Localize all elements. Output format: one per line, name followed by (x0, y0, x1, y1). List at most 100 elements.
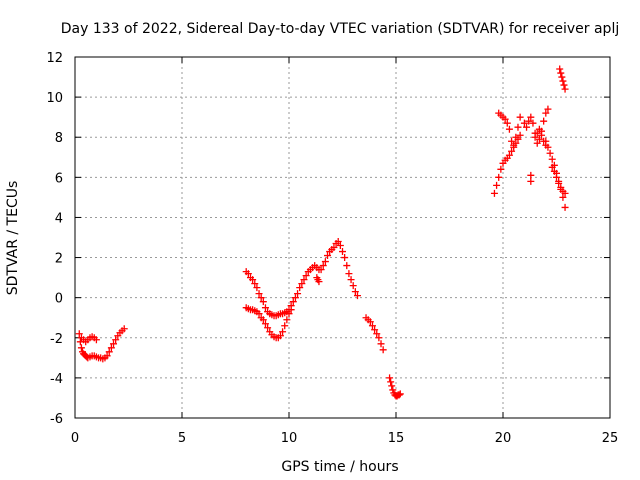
data-point (527, 171, 535, 179)
data-point (544, 105, 552, 113)
data-point (336, 242, 344, 250)
data-point (388, 382, 396, 390)
x-tick-label: 15 (388, 431, 405, 446)
data-point (535, 125, 543, 133)
x-tick-label: 25 (602, 431, 619, 446)
data-point (319, 262, 327, 270)
data-point (283, 316, 291, 324)
data-point (533, 129, 541, 137)
data-point (501, 115, 509, 123)
chart-title: Day 133 of 2022, Sidereal Day-to-day VTE… (61, 21, 619, 37)
data-point (287, 306, 295, 314)
data-point (339, 248, 346, 256)
data-point (505, 125, 513, 133)
data-point (377, 340, 385, 348)
data-point (508, 137, 516, 145)
data-point (294, 290, 302, 298)
data-point (544, 143, 552, 151)
data-point (296, 284, 304, 292)
data-point (503, 119, 511, 127)
data-point (259, 316, 267, 324)
data-point (120, 325, 128, 333)
data-point (249, 276, 257, 284)
axis-ticks (74, 56, 611, 419)
data-point (255, 290, 263, 298)
data-point (508, 147, 516, 155)
data-point (110, 340, 118, 348)
y-tick-label: 12 (46, 51, 63, 66)
y-tick-label: -4 (50, 372, 63, 387)
y-tick-labels: -6 -4 -2 0 2 4 6 8 10 12 (46, 51, 63, 427)
data-point (77, 344, 85, 352)
data-point (375, 334, 383, 342)
y-tick-label: 4 (55, 211, 63, 226)
data-point (279, 328, 287, 336)
data-point (386, 374, 394, 382)
data-point (559, 77, 567, 85)
data-point (261, 320, 269, 328)
data-point (557, 183, 565, 191)
data-point (490, 189, 498, 197)
data-point (505, 151, 513, 159)
data-point (387, 378, 395, 386)
data-point (510, 141, 518, 149)
data-point (389, 386, 397, 394)
data-point (92, 336, 100, 344)
data-point (527, 113, 535, 121)
data-point (529, 119, 537, 127)
data-point (255, 310, 263, 318)
data-point (281, 322, 289, 330)
data-point (315, 278, 323, 286)
data-point (559, 193, 567, 201)
data-point (525, 117, 533, 125)
y-tick-label: -2 (50, 332, 63, 347)
data-point (103, 352, 111, 360)
y-tick-label: 8 (55, 131, 63, 146)
data-point (285, 310, 293, 318)
data-point (523, 123, 531, 131)
data-point (553, 173, 560, 181)
y-axis-title: SDTVAR / TECUs (5, 181, 21, 296)
data-point (371, 326, 379, 334)
data-point (516, 131, 524, 139)
data-point (493, 181, 501, 189)
data-point (366, 318, 374, 326)
data-point (495, 173, 503, 181)
data-point (261, 304, 269, 312)
data-point (561, 189, 569, 197)
data-point (550, 167, 558, 175)
data-point (561, 203, 569, 211)
data-point (317, 266, 325, 274)
data-point (514, 123, 522, 131)
data-point (520, 119, 528, 127)
x-tick-label: 10 (281, 431, 298, 446)
data-point (289, 298, 297, 306)
data-point (257, 294, 265, 302)
data-point (395, 391, 403, 399)
y-tick-label: -6 (50, 412, 63, 427)
data-points (75, 65, 569, 400)
data-point (330, 244, 338, 252)
y-tick-label: 10 (46, 91, 63, 106)
data-point (253, 284, 261, 292)
data-point (561, 85, 569, 93)
data-point (542, 137, 550, 145)
data-point (546, 149, 554, 157)
data-point (560, 81, 568, 89)
data-point (251, 280, 259, 288)
data-point (334, 238, 342, 246)
data-point (291, 294, 299, 302)
data-point (341, 254, 349, 262)
data-point (75, 330, 83, 338)
data-point (516, 113, 524, 121)
data-point (112, 336, 120, 344)
x-axis-title: GPS time / hours (281, 459, 398, 475)
gridlines (75, 57, 610, 418)
x-tick-label: 0 (71, 431, 79, 446)
data-point (548, 155, 556, 163)
y-tick-label: 6 (55, 171, 63, 186)
data-point (497, 165, 505, 173)
y-tick-label: 2 (55, 252, 63, 267)
data-point (538, 131, 546, 139)
